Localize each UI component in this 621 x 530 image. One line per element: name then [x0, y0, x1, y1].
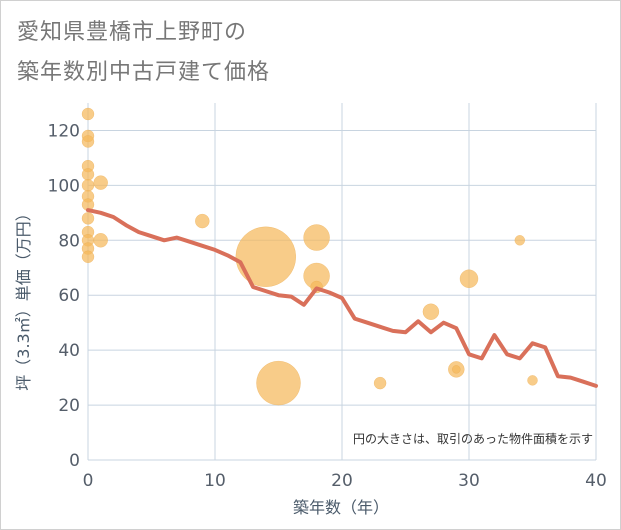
scatter-point: [527, 375, 538, 386]
bubbles: [81, 107, 538, 406]
scatter-point: [422, 303, 440, 320]
x-tick-label: 40: [585, 471, 607, 491]
scatter-point: [81, 107, 95, 121]
x-tick-label: 20: [331, 471, 353, 491]
x-axis-label: 築年数（年）: [293, 498, 389, 517]
scatter-point: [93, 175, 108, 190]
grid: [87, 103, 597, 461]
scatter-point: [514, 235, 526, 246]
scatter-point: [81, 179, 95, 192]
bubble-size-note: 円の大きさは、取引のあった物件面積を示す: [353, 431, 593, 446]
y-axis-label: 坪（3.3㎡）単価（万円）: [14, 205, 33, 390]
scatter-point: [81, 212, 95, 225]
y-tick-label: 60: [58, 286, 80, 306]
y-tick-label: 20: [58, 396, 80, 416]
scatter-point: [195, 213, 210, 229]
scatter-point: [373, 376, 387, 390]
x-tick-label: 30: [458, 471, 480, 491]
y-tick-label: 0: [69, 451, 80, 471]
y-tick-label: 120: [48, 121, 80, 141]
scatter-point: [81, 168, 95, 181]
scatter-point: [81, 250, 95, 264]
scatter-point: [452, 365, 461, 374]
chart-title-line2: 築年数別中古戸建て価格: [17, 60, 271, 85]
scatter-point: [93, 233, 108, 248]
y-tick-label: 40: [58, 341, 80, 361]
y-tick-label: 100: [48, 176, 80, 196]
chart-title-line1: 愛知県豊橋市上野町の: [17, 20, 248, 45]
scatter-point: [235, 226, 297, 288]
trend-line: [86, 208, 598, 388]
scatter-point: [256, 360, 301, 406]
x-tick-label: 0: [83, 471, 94, 491]
scatter-point: [81, 135, 95, 148]
y-tick-label: 80: [58, 231, 80, 251]
tick-labels: 0 20 40 60 80 100 120 0 10 20 30 40: [48, 121, 607, 491]
trend-line-group: [86, 208, 598, 388]
scatter-point: [459, 269, 479, 289]
x-tick-label: 10: [204, 471, 226, 491]
scatter-point: [303, 224, 330, 251]
